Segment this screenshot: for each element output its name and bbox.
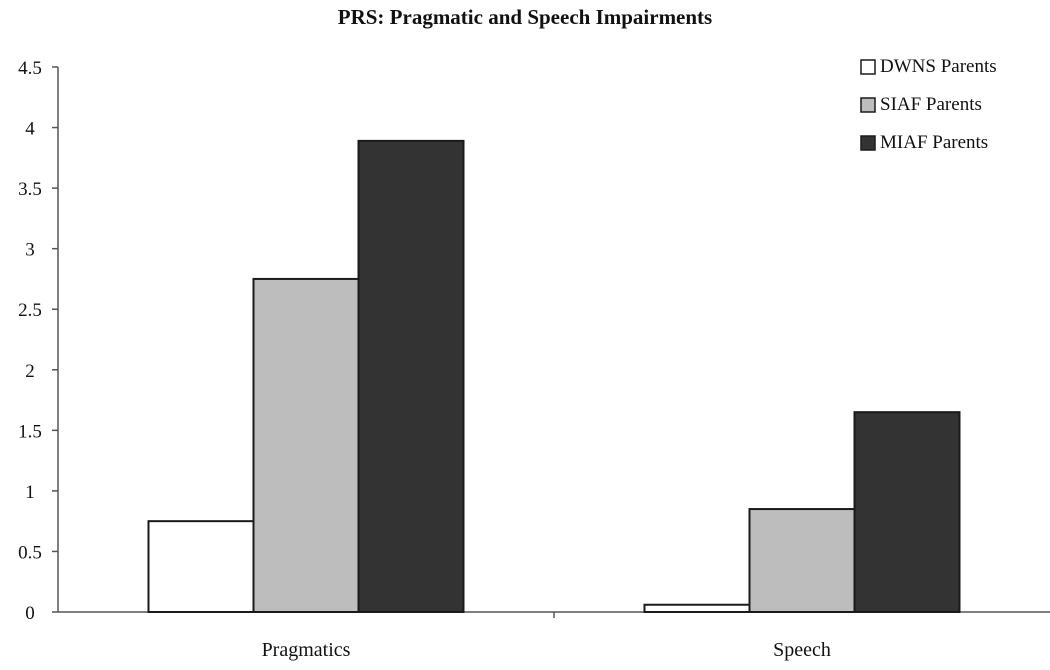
y-tick-label: 4 — [25, 119, 35, 140]
bar-siaf-parents-speech — [748, 508, 856, 613]
chart-title: PRS: Pragmatic and Speech Impairments — [338, 5, 712, 29]
y-tick-label: 0 — [25, 603, 35, 624]
legend-swatch — [860, 135, 876, 151]
y-tick-label: 4.5 — [18, 58, 42, 79]
y-tick-label: 1 — [25, 482, 35, 503]
x-category-label: Pragmatics — [262, 639, 351, 661]
y-tick-label: 3 — [25, 240, 35, 261]
bar-miaf-parents-pragmatics — [357, 139, 465, 613]
y-tick-label: 0.5 — [18, 542, 42, 563]
legend-label: DWNS Parents — [880, 56, 997, 77]
y-tick-label: 2 — [25, 361, 35, 382]
y-tick-label: 3.5 — [18, 179, 42, 200]
y-tick-label: 1.5 — [18, 421, 42, 442]
bar-dwns-parents-speech — [643, 603, 751, 614]
legend-label: MIAF Parents — [880, 132, 988, 153]
bar-miaf-parents-speech — [853, 411, 961, 613]
plot-area: 0 0.5 1 1.5 2 2.5 3 3.5 4 4.5 Pragmatics Speech — [18, 58, 1050, 661]
y-tick-label: 2.5 — [18, 300, 42, 321]
x-category-label: Speech — [773, 639, 831, 661]
bar-siaf-parents-pragmatics — [252, 277, 360, 613]
legend-swatch — [860, 59, 876, 75]
legend: DWNS Parents SIAF Parents MIAF Parents — [860, 56, 997, 153]
legend-swatch — [860, 97, 876, 113]
legend-label: SIAF Parents — [880, 94, 982, 115]
bar-dwns-parents-pragmatics — [147, 520, 255, 614]
